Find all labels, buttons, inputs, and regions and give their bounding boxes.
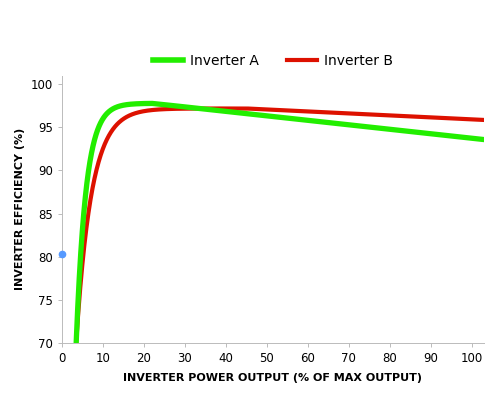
X-axis label: INVERTER POWER OUTPUT (% OF MAX OUTPUT): INVERTER POWER OUTPUT (% OF MAX OUTPUT) — [123, 373, 423, 383]
Y-axis label: INVERTER EFFICIENCY (%): INVERTER EFFICIENCY (%) — [15, 128, 25, 290]
Legend: Inverter A, Inverter B: Inverter A, Inverter B — [147, 48, 399, 73]
